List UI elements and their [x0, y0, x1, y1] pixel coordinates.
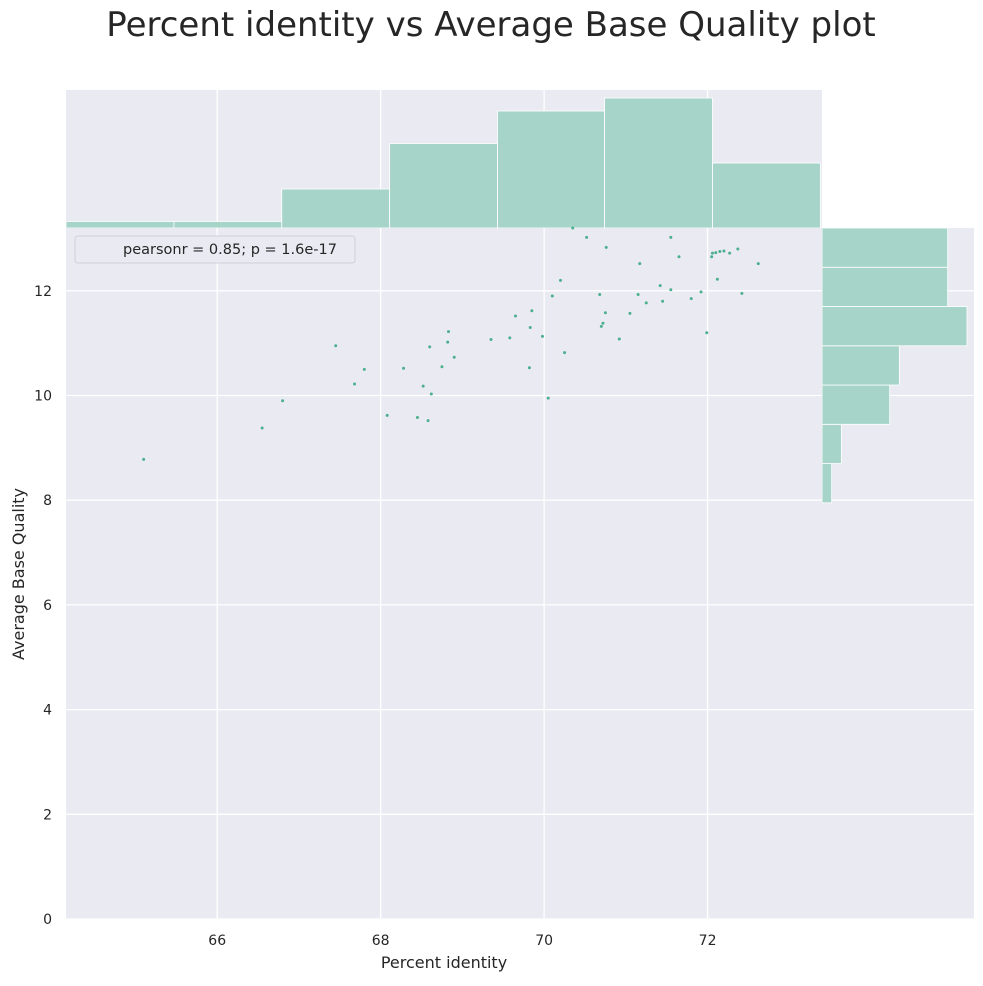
scatter-point [677, 255, 681, 259]
scatter-point [722, 249, 726, 253]
scatter-point [362, 367, 366, 371]
scatter-point [689, 297, 693, 301]
y-tick-label: 12 [34, 284, 52, 300]
scatter-point [661, 299, 665, 303]
scatter-point [710, 255, 714, 259]
chart-title: Percent identity vs Average Base Quality… [106, 5, 875, 45]
scatter-point [334, 344, 338, 348]
scatter-point [546, 396, 550, 400]
scatter-point [530, 309, 534, 313]
y-tick-label: 8 [43, 493, 52, 509]
top-hist-bar [712, 162, 821, 229]
scatter-point [601, 321, 605, 325]
y-tick-label: 6 [43, 598, 52, 614]
right-hist-bar [821, 345, 900, 386]
scatter-point [710, 251, 714, 255]
scatter-point [385, 413, 389, 417]
top-hist-bar [65, 221, 175, 229]
scatter-point [604, 245, 608, 249]
x-tick-label: 70 [535, 933, 553, 949]
scatter-point [628, 311, 632, 315]
scatter-point [440, 365, 444, 369]
scatter-point [260, 426, 264, 430]
scatter-point [598, 292, 602, 296]
scatter-point [756, 262, 760, 266]
scatter-point [446, 340, 450, 344]
scatter-point [715, 277, 719, 281]
x-tick-labels: 66 68 70 72 [208, 933, 716, 949]
y-axis-label: Average Base Quality [9, 488, 28, 660]
x-tick-label: 68 [372, 933, 390, 949]
y-tick-label: 2 [43, 807, 52, 823]
scatter-point [740, 291, 744, 295]
scatter-point [540, 334, 544, 338]
top-hist-bar [389, 143, 498, 229]
scatter-point [142, 457, 146, 461]
scatter-point [281, 399, 285, 403]
scatter-point [599, 324, 603, 328]
top-hist-bar [173, 221, 283, 229]
scatter-point [421, 384, 425, 388]
right-hist-bar [821, 306, 968, 347]
right-hist-bar [821, 384, 891, 425]
scatter-point [429, 392, 433, 396]
scatter-point [446, 330, 450, 334]
right-hist-bar [821, 266, 949, 307]
scatter-point [528, 325, 532, 329]
scatter-point [585, 235, 589, 239]
scatter-point [718, 250, 722, 254]
scatter-point [426, 419, 430, 423]
scatter-point [558, 278, 562, 282]
y-tick-labels: 0 2 4 6 8 10 12 [34, 284, 52, 928]
top-hist-bar [497, 110, 605, 229]
plot-area [66, 228, 822, 919]
scatter-point [705, 331, 709, 335]
scatter-point [428, 345, 432, 349]
scatter-point [415, 416, 419, 420]
scatter-point [669, 288, 673, 292]
scatter-point [699, 290, 703, 294]
scatter-point [508, 336, 512, 340]
scatter-point [571, 226, 575, 230]
scatter-point [736, 247, 740, 251]
scatter-point [603, 311, 607, 315]
x-tick-label: 66 [208, 933, 226, 949]
scatter-point [644, 301, 648, 305]
scatter-point [714, 251, 718, 255]
scatter-point [489, 338, 493, 342]
scatter-point [636, 292, 640, 296]
x-tick-label: 72 [699, 933, 717, 949]
right-hist-bar [821, 227, 949, 268]
scatter-point [669, 235, 673, 239]
scatter-point [658, 284, 662, 288]
scatter-point [638, 262, 642, 266]
right-hist-bar [821, 463, 833, 504]
legend-box [74, 235, 356, 264]
y-tick-label: 10 [34, 389, 52, 405]
legend: pearsonr = 0.85; p = 1.6e-17 [74, 235, 356, 264]
legend-label: pearsonr = 0.85; p = 1.6e-17 [123, 242, 337, 258]
y-tick-label: 0 [43, 912, 52, 928]
top-marginal-histogram [65, 97, 821, 229]
top-hist-bar [604, 97, 713, 229]
scatter-point [514, 314, 518, 318]
top-hist-bar [281, 188, 391, 229]
y-tick-label: 4 [43, 703, 52, 719]
scatter-point [550, 294, 554, 298]
scatter-point [527, 366, 531, 370]
scatter-point [617, 337, 621, 341]
scatter-point [728, 251, 732, 255]
right-marginal-histogram [821, 227, 968, 504]
right-hist-bar [821, 423, 842, 464]
x-axis-label: Percent identity [381, 953, 507, 972]
scatter-point [353, 382, 357, 386]
scatter-points [142, 226, 760, 461]
scatter-point [563, 351, 567, 355]
main-grid [66, 228, 822, 920]
scatter-point [452, 355, 456, 359]
scatter-point [402, 366, 406, 370]
